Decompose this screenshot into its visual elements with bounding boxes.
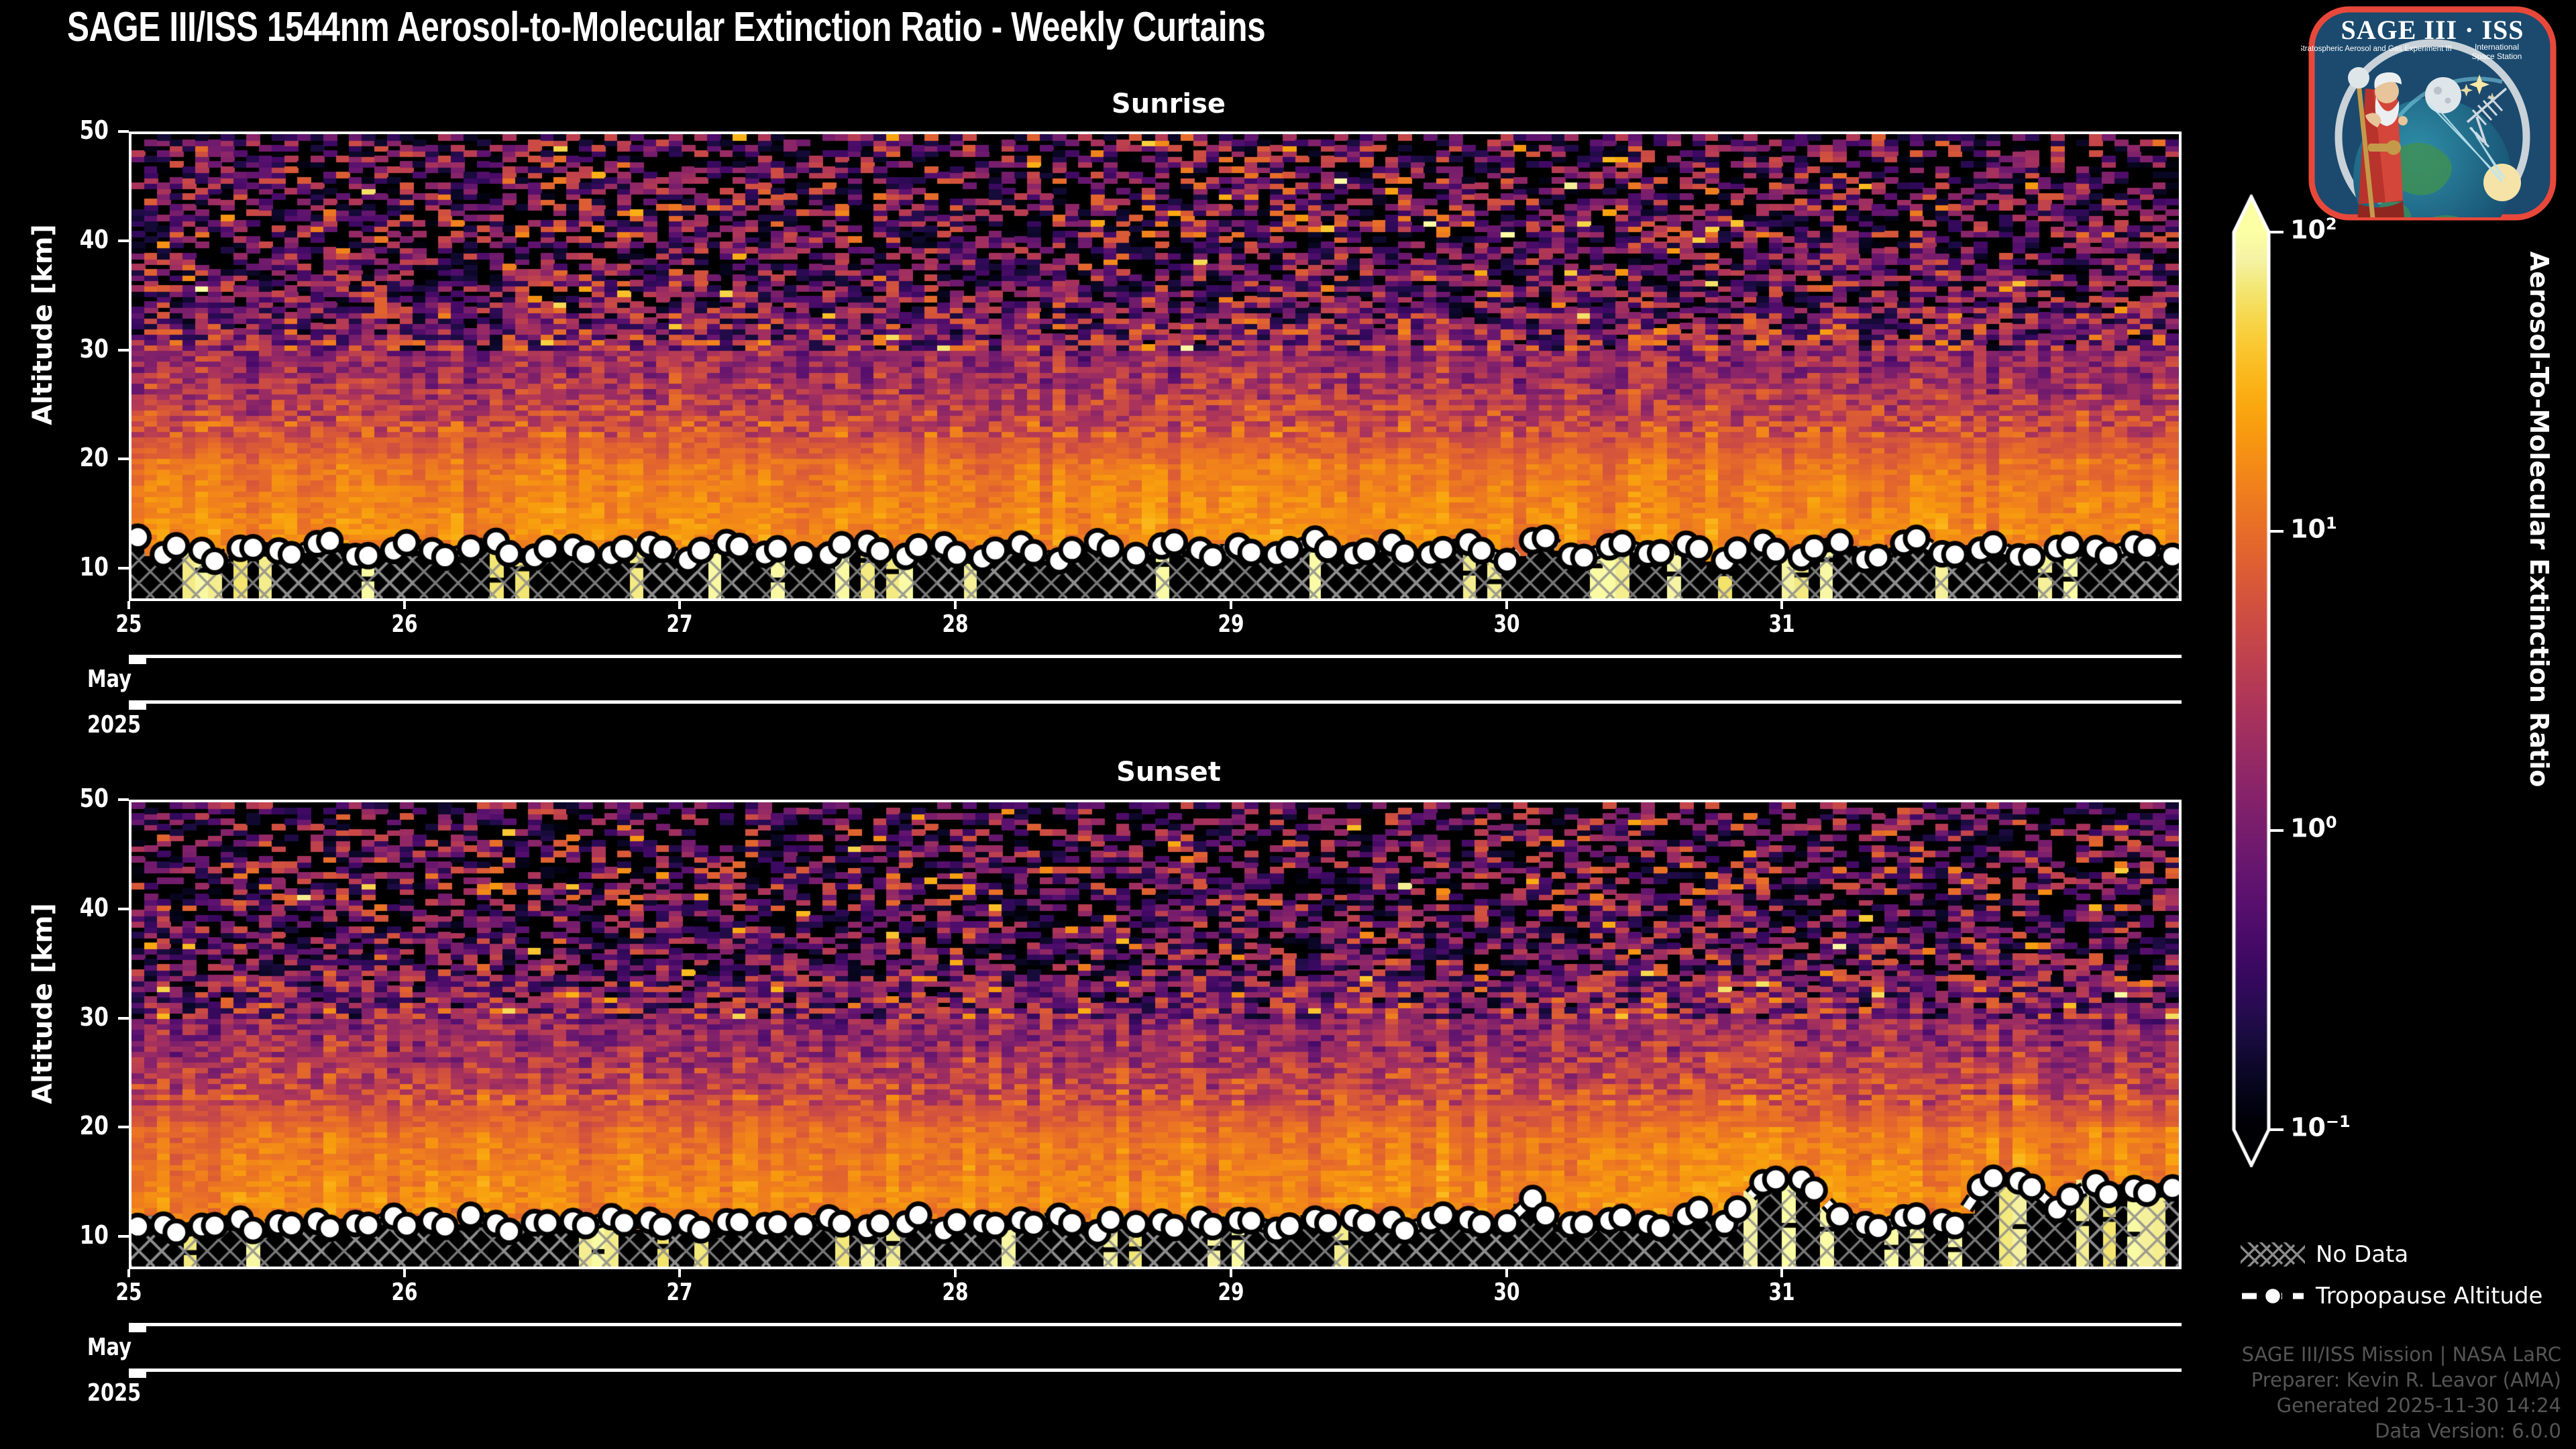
x-axis-tick-mark bbox=[127, 601, 130, 609]
x-axis-tick-label: 26 bbox=[391, 610, 418, 638]
colorbar-tick-mark bbox=[2269, 231, 2284, 233]
y-axis-tick-label: 10 bbox=[79, 1220, 109, 1250]
x-axis-tick-label: 30 bbox=[1493, 1279, 1520, 1306]
x-axis-tick-mark bbox=[1229, 1269, 1232, 1277]
x-axis-tick-mark bbox=[1780, 601, 1784, 609]
y-axis-tick-mark bbox=[118, 798, 129, 801]
y-axis-tick-mark bbox=[118, 239, 129, 242]
footer-line-preparer: Preparer: Kevin R. Leavor (AMA) bbox=[2251, 1368, 2561, 1391]
x-axis-tick-mark bbox=[678, 601, 682, 609]
colorbar[interactable] bbox=[2227, 195, 2281, 1167]
x-axis-tick-mark bbox=[127, 1269, 130, 1277]
date-level-rule bbox=[129, 1368, 2182, 1372]
colorbar-title: Aerosol-To-Molecular Extinction Ratio bbox=[2524, 251, 2554, 788]
colorbar-gradient bbox=[2227, 195, 2281, 1167]
svg-text:Stratospheric Aerosol and Gas: Stratospheric Aerosol and Gas Experiment… bbox=[2301, 45, 2452, 53]
sage-iii-iss-mission-patch-logo: BALL · NASA LANGLEY RESEARCH CENTER · TA… bbox=[2298, 3, 2564, 224]
x-axis-tick-label: 25 bbox=[115, 610, 142, 638]
y-axis-tick-label: 30 bbox=[79, 1002, 109, 1032]
footer-line-generated: Generated 2025-11-30 14:24 bbox=[2276, 1394, 2561, 1417]
date-level-nub bbox=[129, 655, 146, 664]
svg-text:SAGE III · ISS: SAGE III · ISS bbox=[2341, 15, 2524, 45]
heatmap-canvas-sunrise bbox=[131, 134, 2179, 598]
date-level-nub bbox=[129, 700, 146, 710]
date-level-label: 2025 bbox=[87, 1379, 142, 1407]
date-level-rule bbox=[129, 655, 2182, 658]
x-axis-tick-label: 29 bbox=[1218, 610, 1244, 638]
colorbar-tick-mark bbox=[2269, 530, 2284, 533]
y-axis-tick-mark bbox=[118, 458, 129, 461]
x-axis-tick-label: 28 bbox=[942, 610, 969, 638]
colorbar-tick-mark bbox=[2269, 829, 2284, 832]
page-title: SAGE III/ISS 1544nm Aerosol-to-Molecular… bbox=[67, 4, 1266, 50]
y-axis-tick-label: 40 bbox=[79, 892, 109, 922]
x-axis-tick-label: 31 bbox=[1768, 1279, 1795, 1306]
y-axis-tick-label: 10 bbox=[79, 552, 109, 582]
y-axis-tick-mark bbox=[118, 567, 129, 570]
svg-text:Space Station: Space Station bbox=[2472, 52, 2522, 61]
colorbar-tick-label: 101 bbox=[2290, 514, 2337, 544]
y-axis-tick-label: 20 bbox=[79, 1111, 109, 1141]
svg-text:International: International bbox=[2475, 42, 2519, 52]
x-axis-tick-mark bbox=[402, 601, 406, 609]
colorbar-tick-label: 102 bbox=[2290, 215, 2337, 245]
x-axis-tick-label: 27 bbox=[666, 610, 694, 638]
x-axis-tick-label: 28 bbox=[942, 1279, 969, 1306]
heatmap-canvas-sunset bbox=[131, 802, 2179, 1267]
y-axis-tick-mark bbox=[118, 1126, 129, 1129]
legend-label-tropopause: Tropopause Altitude bbox=[2316, 1283, 2543, 1309]
y-axis-tick-label: 20 bbox=[79, 443, 109, 473]
panel-title-sunrise: Sunrise bbox=[1111, 89, 1226, 119]
legend-item-no-data[interactable]: No Data bbox=[2233, 1238, 2549, 1271]
tropopause-line-icon bbox=[2241, 1284, 2305, 1308]
date-level-label: May bbox=[87, 665, 131, 693]
date-level-label: 2025 bbox=[87, 711, 142, 739]
curtain-plot-sunrise[interactable] bbox=[129, 131, 2182, 601]
x-axis-tick-label: 29 bbox=[1218, 1279, 1244, 1306]
curtain-plot-sunset[interactable] bbox=[129, 800, 2182, 1269]
x-axis-tick-mark bbox=[954, 1269, 957, 1277]
y-axis-tick-mark bbox=[118, 907, 129, 910]
panel-title-sunset: Sunset bbox=[1116, 757, 1221, 788]
legend-label-no-data: No Data bbox=[2316, 1241, 2409, 1268]
x-axis-tick-mark bbox=[954, 601, 957, 609]
date-level-nub bbox=[129, 1368, 146, 1378]
x-axis-tick-label: 25 bbox=[115, 1279, 142, 1306]
date-level-nub bbox=[129, 1323, 146, 1332]
colorbar-tick-mark bbox=[2269, 1128, 2284, 1131]
y-axis-tick-label: 50 bbox=[79, 115, 109, 145]
x-axis-tick-mark bbox=[1505, 601, 1508, 609]
x-axis-tick-label: 27 bbox=[666, 1279, 694, 1306]
y-axis-tick-mark bbox=[118, 348, 129, 352]
x-axis-tick-label: 31 bbox=[1768, 610, 1795, 638]
x-axis-tick-mark bbox=[678, 1269, 682, 1277]
colorbar-tick-label: 10−1 bbox=[2290, 1112, 2351, 1142]
y-axis-tick-mark bbox=[118, 1016, 129, 1020]
y-axis-tick-label: 50 bbox=[79, 784, 109, 813]
y-axis-tick-label: 30 bbox=[79, 333, 109, 364]
colorbar-tick-label: 100 bbox=[2290, 813, 2337, 843]
date-level-rule bbox=[129, 1323, 2182, 1326]
date-level-label: May bbox=[87, 1334, 131, 1361]
legend-item-tropopause[interactable]: Tropopause Altitude bbox=[2241, 1283, 2549, 1309]
x-axis-tick-label: 26 bbox=[391, 1279, 418, 1306]
y-axis-tick-mark bbox=[118, 1235, 129, 1238]
x-axis-tick-mark bbox=[1229, 601, 1232, 609]
footer-line-version: Data Version: 6.0.0 bbox=[2375, 1419, 2561, 1442]
x-axis-tick-mark bbox=[402, 1269, 406, 1277]
y-axis-tick-label: 40 bbox=[79, 224, 109, 254]
x-axis-tick-mark bbox=[1780, 1269, 1784, 1277]
date-level-rule bbox=[129, 700, 2182, 704]
x-axis-tick-label: 30 bbox=[1493, 610, 1520, 638]
x-axis-tick-mark bbox=[1505, 1269, 1508, 1277]
footer-line-mission: SAGE III/ISS Mission | NASA LaRC bbox=[2241, 1343, 2561, 1366]
footer-credits: SAGE III/ISS Mission | NASA LaRC Prepare… bbox=[2242, 1342, 2561, 1444]
y-axis-tick-mark bbox=[118, 130, 129, 133]
y-axis-label-sunrise: Altitude [km] bbox=[28, 224, 58, 425]
no-data-hatch-icon bbox=[2233, 1238, 2308, 1271]
